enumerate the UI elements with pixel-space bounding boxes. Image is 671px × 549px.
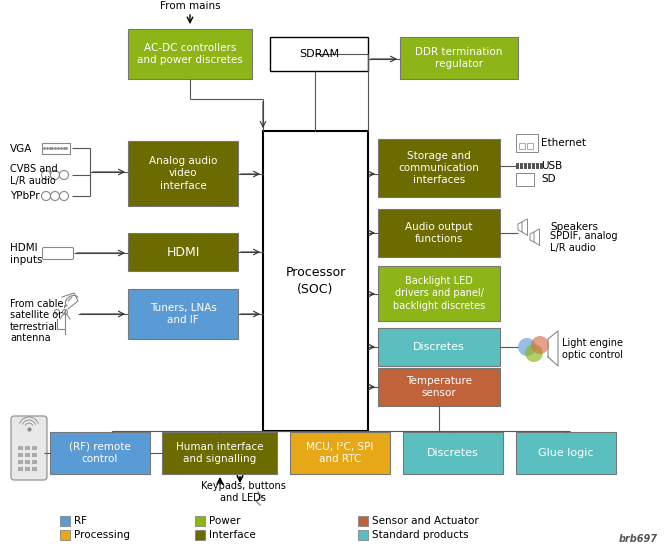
Bar: [540, 163, 543, 169]
Bar: [524, 163, 527, 169]
FancyBboxPatch shape: [290, 432, 390, 474]
Bar: [195, 516, 205, 526]
FancyBboxPatch shape: [516, 432, 616, 474]
Text: Power: Power: [209, 516, 240, 526]
Text: Backlight LED
drivers and panel/
backlight discretes: Backlight LED drivers and panel/ backlig…: [393, 276, 485, 311]
Bar: [32, 467, 37, 471]
Bar: [528, 163, 531, 169]
FancyBboxPatch shape: [128, 141, 238, 206]
Text: HDMI: HDMI: [166, 245, 200, 259]
Text: Human interface
and signalling: Human interface and signalling: [176, 442, 263, 464]
Text: HDMI
inputs: HDMI inputs: [10, 243, 42, 265]
FancyBboxPatch shape: [11, 416, 47, 480]
Bar: [527, 143, 533, 149]
FancyBboxPatch shape: [378, 328, 500, 366]
Bar: [18, 467, 23, 471]
Text: Analog audio
video
interface: Analog audio video interface: [149, 156, 217, 191]
Bar: [536, 163, 539, 169]
Text: From mains: From mains: [160, 1, 220, 11]
Text: SDRAM: SDRAM: [299, 49, 339, 59]
Circle shape: [525, 344, 543, 362]
Text: Ethernet: Ethernet: [541, 138, 586, 148]
Bar: [60, 516, 70, 526]
Text: Keypads, buttons
and LEDs: Keypads, buttons and LEDs: [201, 481, 285, 502]
Text: brb697: brb697: [619, 534, 658, 544]
Bar: [32, 460, 37, 464]
Text: Discretes: Discretes: [427, 448, 479, 458]
Text: RF: RF: [74, 516, 87, 526]
Text: Standard products: Standard products: [372, 530, 468, 540]
Text: Storage and
communication
interfaces: Storage and communication interfaces: [399, 150, 480, 186]
FancyBboxPatch shape: [400, 37, 518, 79]
Bar: [42, 143, 70, 154]
Bar: [60, 530, 70, 540]
FancyBboxPatch shape: [128, 233, 238, 271]
Text: From cable,
satellite or
terrestrial
antenna: From cable, satellite or terrestrial ant…: [10, 299, 66, 344]
Bar: [25, 467, 30, 471]
Bar: [25, 460, 30, 464]
Bar: [18, 453, 23, 457]
Text: Speakers: Speakers: [550, 222, 598, 232]
Bar: [519, 143, 525, 149]
Bar: [516, 134, 538, 152]
Text: MCU, I²C, SPI
and RTC: MCU, I²C, SPI and RTC: [307, 442, 374, 464]
Bar: [516, 173, 534, 186]
FancyBboxPatch shape: [128, 29, 252, 79]
Text: USB: USB: [541, 161, 562, 171]
Text: Temperature
sensor: Temperature sensor: [406, 376, 472, 398]
Bar: [32, 453, 37, 457]
FancyBboxPatch shape: [162, 432, 277, 474]
Text: Light engine
optic control: Light engine optic control: [562, 338, 623, 360]
FancyBboxPatch shape: [403, 432, 503, 474]
Circle shape: [531, 336, 549, 354]
Bar: [32, 446, 37, 450]
FancyBboxPatch shape: [263, 131, 368, 431]
Bar: [358, 516, 368, 526]
Bar: [25, 453, 30, 457]
Circle shape: [518, 338, 536, 356]
Bar: [520, 163, 523, 169]
Bar: [358, 530, 368, 540]
Text: SPDIF, analog
L/R audio: SPDIF, analog L/R audio: [550, 231, 617, 253]
FancyBboxPatch shape: [378, 209, 500, 257]
Bar: [18, 460, 23, 464]
Text: SD: SD: [541, 174, 556, 184]
Text: VGA: VGA: [10, 144, 32, 154]
Bar: [25, 446, 30, 450]
Text: Audio output
functions: Audio output functions: [405, 222, 473, 244]
Text: Discretes: Discretes: [413, 342, 465, 352]
Bar: [18, 446, 23, 450]
FancyBboxPatch shape: [128, 289, 238, 339]
FancyBboxPatch shape: [270, 37, 368, 71]
FancyBboxPatch shape: [378, 368, 500, 406]
Text: Tuners, LNAs
and IF: Tuners, LNAs and IF: [150, 303, 217, 325]
Bar: [516, 163, 519, 169]
Bar: [195, 530, 205, 540]
Text: Processor
(SOC): Processor (SOC): [285, 266, 346, 295]
Text: Interface: Interface: [209, 530, 256, 540]
Text: YPbPr: YPbPr: [10, 191, 40, 201]
FancyBboxPatch shape: [378, 266, 500, 321]
Text: CVBS and
L/R audio: CVBS and L/R audio: [10, 164, 58, 186]
Text: (RF) remote
control: (RF) remote control: [69, 442, 131, 464]
Bar: [532, 163, 535, 169]
FancyBboxPatch shape: [50, 432, 150, 474]
Text: AC-DC controllers
and power discretes: AC-DC controllers and power discretes: [137, 43, 243, 65]
Text: Processing: Processing: [74, 530, 130, 540]
Text: Glue logic: Glue logic: [538, 448, 594, 458]
Text: Sensor and Actuator: Sensor and Actuator: [372, 516, 478, 526]
Text: DDR termination
regulator: DDR termination regulator: [415, 47, 503, 69]
FancyBboxPatch shape: [378, 139, 500, 197]
